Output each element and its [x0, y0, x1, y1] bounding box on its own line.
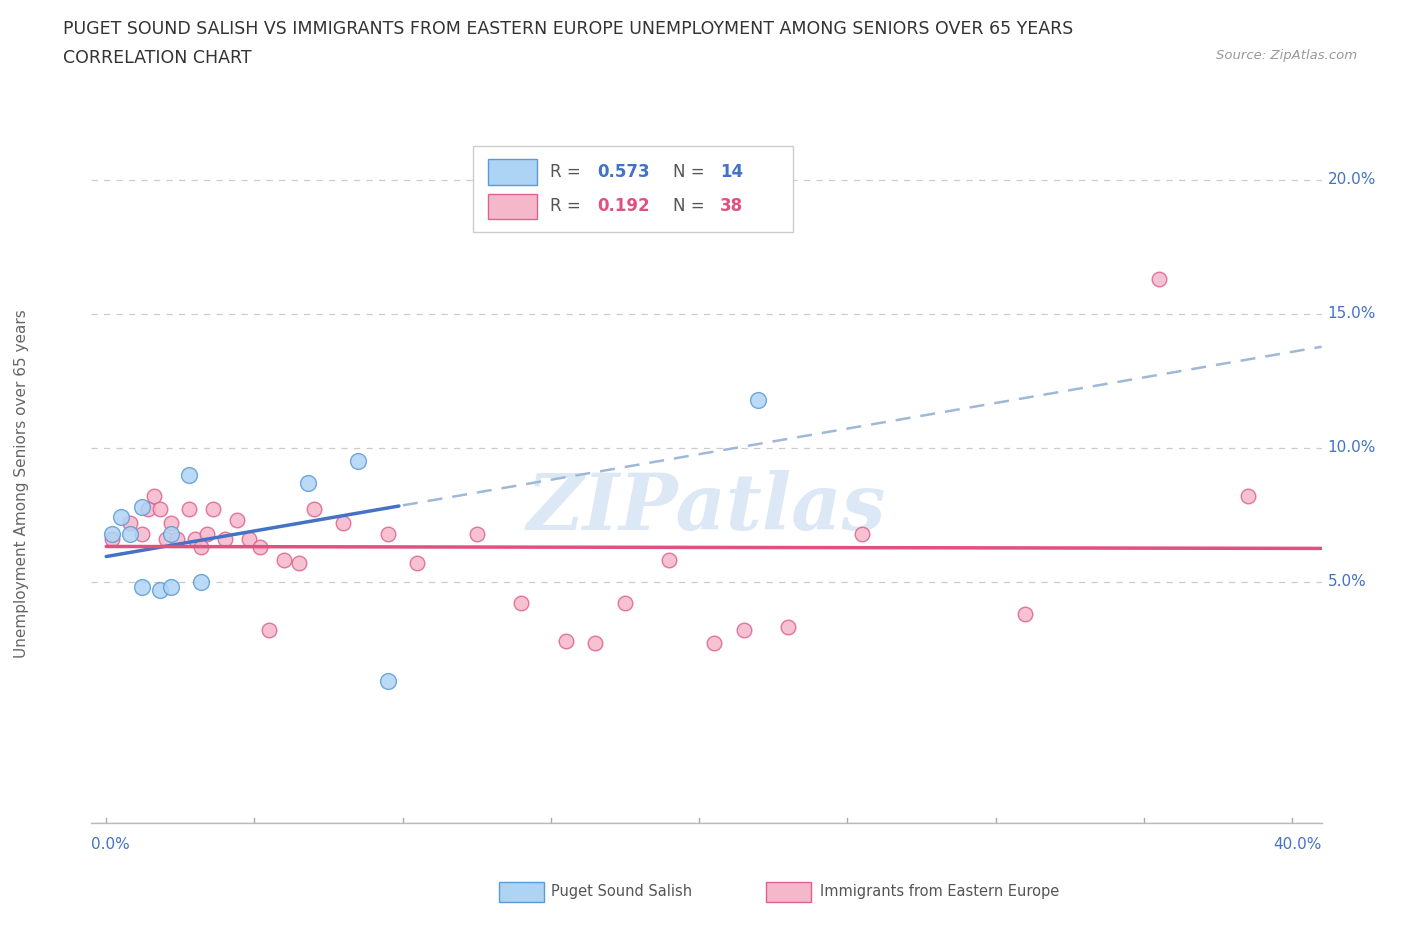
Text: 0.192: 0.192: [598, 197, 650, 216]
Point: [406, 555, 429, 570]
Point: [118, 526, 141, 541]
Point: [259, 622, 281, 637]
Point: [554, 633, 576, 648]
Point: [302, 502, 325, 517]
Text: 10.0%: 10.0%: [1327, 440, 1376, 456]
Point: [249, 539, 271, 554]
Point: [136, 502, 159, 517]
Point: [155, 531, 177, 546]
Text: 5.0%: 5.0%: [1327, 575, 1367, 590]
Point: [614, 596, 637, 611]
Point: [297, 475, 319, 490]
Point: [583, 636, 606, 651]
Point: [142, 488, 165, 503]
Point: [1147, 272, 1170, 286]
Text: Immigrants from Eastern Europe: Immigrants from Eastern Europe: [820, 884, 1059, 899]
Point: [148, 582, 170, 597]
Text: Unemployment Among Seniors over 65 years: Unemployment Among Seniors over 65 years: [14, 309, 28, 658]
Text: 40.0%: 40.0%: [1274, 837, 1322, 852]
Point: [160, 515, 183, 530]
Point: [377, 673, 399, 688]
Text: R =: R =: [550, 197, 586, 216]
Text: N =: N =: [673, 197, 710, 216]
Point: [347, 454, 370, 469]
Point: [733, 622, 755, 637]
Point: [166, 531, 188, 546]
Point: [214, 531, 236, 546]
Point: [160, 526, 183, 541]
Text: 38: 38: [720, 197, 744, 216]
Point: [190, 575, 212, 590]
Point: [160, 579, 183, 594]
Point: [131, 526, 153, 541]
Point: [332, 515, 354, 530]
Point: [776, 620, 799, 635]
Text: 15.0%: 15.0%: [1327, 306, 1376, 321]
Point: [658, 553, 681, 568]
Text: CORRELATION CHART: CORRELATION CHART: [63, 49, 252, 67]
Point: [851, 526, 873, 541]
Text: 14: 14: [720, 164, 744, 181]
Text: 0.0%: 0.0%: [91, 837, 131, 852]
Point: [201, 502, 224, 517]
Point: [703, 636, 725, 651]
Text: R =: R =: [550, 164, 586, 181]
Point: [747, 392, 769, 407]
Point: [465, 526, 488, 541]
Point: [190, 539, 212, 554]
Point: [131, 579, 153, 594]
Point: [288, 555, 311, 570]
Point: [1236, 488, 1258, 503]
Text: ZIPatlas: ZIPatlas: [527, 471, 886, 547]
Point: [238, 531, 260, 546]
Point: [225, 512, 247, 527]
Point: [184, 531, 207, 546]
Point: [101, 531, 124, 546]
FancyBboxPatch shape: [472, 146, 793, 232]
Point: [179, 467, 201, 482]
Point: [273, 553, 295, 568]
Point: [148, 502, 170, 517]
Point: [377, 526, 399, 541]
Point: [510, 596, 533, 611]
FancyBboxPatch shape: [488, 193, 537, 219]
Text: 20.0%: 20.0%: [1327, 172, 1376, 187]
FancyBboxPatch shape: [488, 159, 537, 185]
Point: [131, 499, 153, 514]
Point: [1014, 606, 1036, 621]
Text: 0.573: 0.573: [598, 164, 650, 181]
Point: [118, 515, 141, 530]
Point: [179, 502, 201, 517]
Text: Puget Sound Salish: Puget Sound Salish: [551, 884, 692, 899]
Point: [101, 526, 124, 541]
Point: [110, 510, 132, 525]
Text: PUGET SOUND SALISH VS IMMIGRANTS FROM EASTERN EUROPE UNEMPLOYMENT AMONG SENIORS : PUGET SOUND SALISH VS IMMIGRANTS FROM EA…: [63, 20, 1074, 38]
Text: Source: ZipAtlas.com: Source: ZipAtlas.com: [1216, 49, 1357, 62]
Point: [195, 526, 218, 541]
Text: N =: N =: [673, 164, 710, 181]
